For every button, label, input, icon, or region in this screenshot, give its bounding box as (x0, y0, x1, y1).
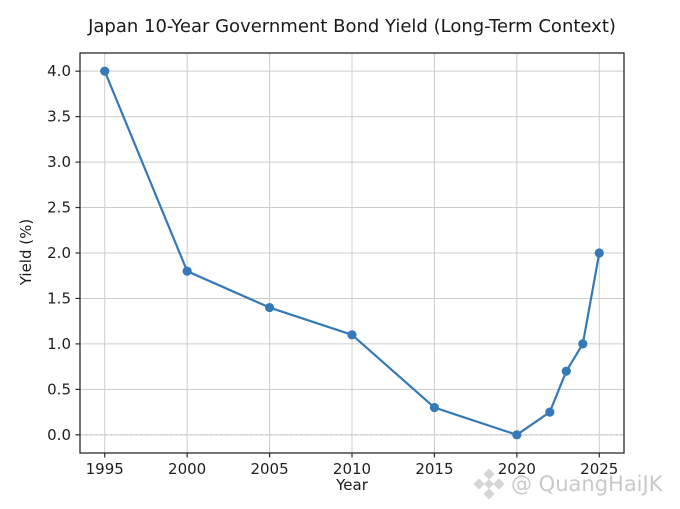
svg-text:2.0: 2.0 (47, 244, 71, 262)
svg-text:2000: 2000 (168, 460, 206, 478)
chart-title: Japan 10-Year Government Bond Yield (Lon… (88, 16, 616, 37)
svg-text:2020: 2020 (498, 460, 536, 478)
svg-text:2025: 2025 (580, 460, 618, 478)
data-point-markers (100, 66, 604, 440)
yield-line-series (103, 70, 601, 436)
data-point (578, 339, 588, 349)
data-point (545, 407, 555, 417)
x-axis-label: Year (336, 476, 368, 494)
svg-text:2.5: 2.5 (47, 199, 71, 217)
svg-text:1995: 1995 (86, 460, 124, 478)
data-point (100, 66, 110, 76)
x-tick-labels: 1995 2000 2005 2010 2015 2020 2025 (86, 460, 619, 478)
svg-text:1.0: 1.0 (47, 335, 71, 353)
data-point (347, 330, 357, 340)
svg-text:4.0: 4.0 (47, 62, 71, 80)
svg-text:1.5: 1.5 (47, 289, 71, 307)
y-axis-label: Yield (%) (17, 218, 35, 286)
svg-text:0.0: 0.0 (47, 426, 71, 444)
data-point (561, 366, 571, 376)
tick-marks (75, 70, 600, 458)
data-point (264, 302, 275, 313)
svg-text:0.5: 0.5 (47, 380, 71, 398)
data-point (594, 248, 604, 258)
svg-text:2005: 2005 (250, 460, 288, 478)
y-tick-labels: 0.0 0.5 1.0 1.5 2.0 2.5 3.0 3.5 4.0 (47, 62, 71, 444)
svg-text:3.5: 3.5 (47, 108, 71, 126)
svg-text:3.0: 3.0 (47, 153, 71, 171)
data-point (429, 402, 440, 413)
svg-text:2010: 2010 (333, 460, 371, 478)
data-point (182, 266, 192, 276)
svg-text:2015: 2015 (415, 460, 453, 478)
grid-lines (80, 53, 624, 453)
data-point (512, 430, 522, 440)
